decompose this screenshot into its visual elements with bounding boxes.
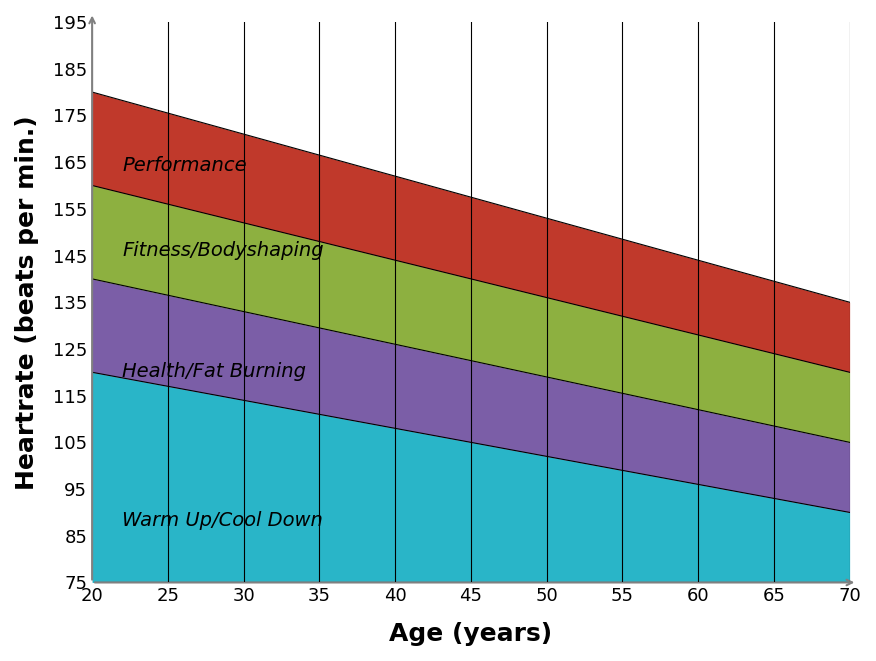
Text: Performance: Performance <box>123 157 247 175</box>
Text: Health/Fat Burning: Health/Fat Burning <box>123 362 307 381</box>
Text: Fitness/Bodyshaping: Fitness/Bodyshaping <box>123 241 324 260</box>
Y-axis label: Heartrate (beats per min.): Heartrate (beats per min.) <box>15 115 39 490</box>
Text: Warm Up/Cool Down: Warm Up/Cool Down <box>123 512 323 530</box>
X-axis label: Age (years): Age (years) <box>389 622 553 646</box>
